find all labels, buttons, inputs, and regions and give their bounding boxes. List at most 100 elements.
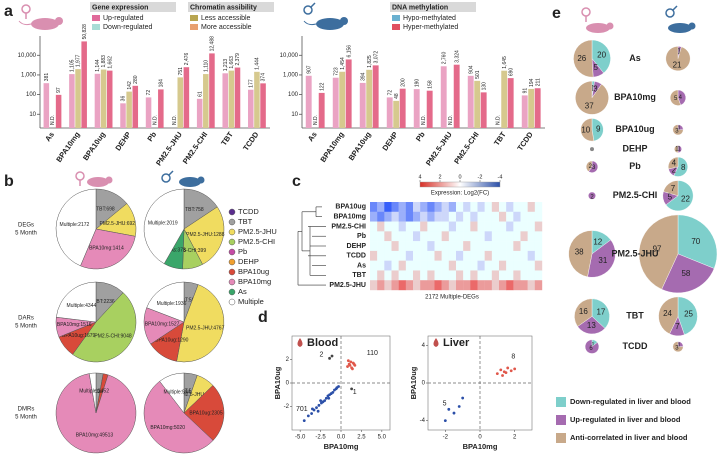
value-label: 280 (133, 75, 139, 84)
category-label: Pb (629, 161, 641, 171)
pie-slice (143, 380, 214, 454)
heatmap-cell (477, 202, 485, 212)
bar (386, 97, 393, 128)
heatmap-cell (427, 270, 435, 281)
row-label: Pb (357, 233, 366, 240)
row-label: DEHP (347, 243, 367, 250)
heatmap-cell (413, 231, 421, 242)
male-mouse-icon (161, 170, 205, 187)
heatmap-cell (441, 270, 450, 281)
legend-swatch (556, 433, 566, 443)
heatmap-cell (491, 221, 500, 232)
x-tick-label: PM2.5-JHU (424, 130, 454, 167)
heatmap-cell (491, 260, 500, 271)
x-tick-label: TCDD (241, 130, 261, 153)
heatmap-cell (370, 260, 378, 271)
pie-slice (672, 341, 684, 353)
heatmap-cell (491, 270, 500, 281)
y-tick-label: 1,000 (21, 73, 37, 79)
category-label: TBT (626, 311, 644, 321)
bar (209, 53, 215, 128)
slice-label: 1 (590, 84, 595, 93)
heatmap-cell (491, 241, 500, 252)
bar (145, 97, 152, 128)
heatmap-cell (470, 250, 478, 261)
heatmap-cell (398, 280, 407, 291)
slice-label: 38 (575, 248, 584, 257)
heatmap-cell (434, 270, 442, 281)
heatmap-cell (484, 211, 493, 222)
slice-label: 58 (681, 269, 690, 278)
male-mouse-icon (665, 5, 696, 33)
panel-letter: e (552, 5, 561, 22)
slice-label: 2 (589, 164, 593, 170)
x-axis-title: BPA10mg (463, 442, 498, 451)
heatmap-cell (427, 231, 435, 242)
bar (399, 88, 406, 128)
heatmap-cell (398, 202, 407, 212)
heatmap-cell (534, 202, 543, 212)
slice-label: PM2.5-JHU:692 (100, 221, 136, 227)
legend-swatch (228, 238, 236, 246)
colorbar-tick-label: 2 (438, 174, 441, 180)
pie-slice (580, 118, 595, 142)
heatmap-cell (448, 202, 457, 212)
bar (234, 67, 241, 128)
slice-label: BPA10mg:5020 (150, 425, 185, 431)
point (351, 367, 354, 371)
heatmap-cell (527, 231, 536, 242)
value-label: 723 (333, 67, 339, 76)
heatmap-cell (434, 231, 442, 242)
heatmap-cell (448, 270, 457, 281)
slice-label: Multiple:2019 (148, 221, 178, 227)
bar (248, 89, 254, 128)
heatmap-cell (420, 221, 428, 232)
x-tick-label: BPA10ug (81, 130, 107, 162)
pie-slice (56, 281, 97, 323)
bar (55, 94, 62, 128)
heatmap-cell (448, 280, 457, 291)
heatmap-cell (391, 280, 399, 291)
slice-label: 8 (681, 163, 686, 172)
bar (69, 74, 75, 128)
bar (75, 69, 81, 128)
heatmap-cell (370, 221, 378, 232)
row-label: PM2.5-JHU (329, 282, 366, 289)
heatmap-cell (413, 260, 421, 271)
pie-slice (665, 46, 691, 71)
heatmap-cell (456, 231, 464, 242)
heatmap-cell (527, 270, 536, 281)
bar (440, 66, 447, 128)
pie-slice (159, 372, 185, 414)
bar (528, 88, 535, 128)
bar (260, 83, 266, 128)
bar (345, 59, 352, 128)
panel-letter: b (4, 173, 14, 190)
drop-icon (297, 338, 303, 347)
value-label: 1,144 (95, 59, 101, 72)
legend-label: As (238, 287, 247, 296)
pie-slice (674, 145, 679, 153)
y-axis-title: BPA10ug (273, 366, 282, 399)
heatmap-cell (520, 202, 528, 212)
legend-header (90, 2, 176, 12)
heatmap-cell (491, 250, 500, 261)
slice-label: TBT:514 (178, 389, 197, 395)
value-label: 177 (248, 79, 254, 88)
slice-label: Multiple:994 (163, 389, 190, 395)
slice-label: Multiple:2172 (60, 222, 90, 228)
value-label: 2,760 (441, 52, 447, 65)
heatmap-cell (499, 202, 507, 212)
heatmap-cell (377, 241, 385, 252)
heatmap-cell (520, 260, 528, 271)
heatmap-cell (491, 202, 500, 212)
heatmap-cell (506, 250, 514, 261)
slice-label: 22 (681, 195, 690, 204)
legend-title: Gene expression (92, 4, 148, 11)
female-mouse-icon (581, 7, 614, 33)
heatmap-cell (470, 241, 478, 252)
heatmap-cell (520, 221, 528, 232)
heatmap-cell (391, 202, 399, 212)
heatmap-cell (513, 260, 521, 271)
point (311, 407, 314, 411)
